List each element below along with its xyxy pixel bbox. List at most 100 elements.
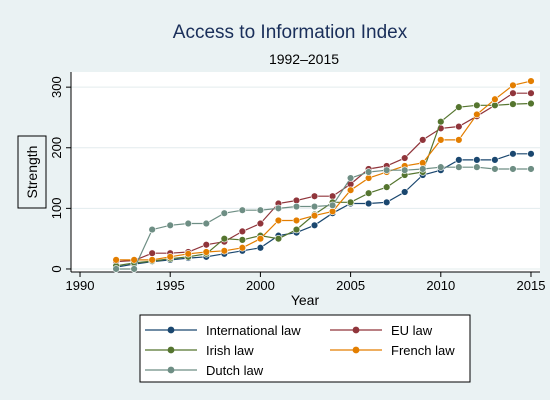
point-eu-law-2008 xyxy=(401,154,409,162)
point-dutch-law-2010 xyxy=(437,163,445,171)
legend-marker-french-law xyxy=(352,346,360,354)
point-international-law-2003 xyxy=(310,221,319,230)
point-irish-law-2011 xyxy=(455,103,463,111)
legend-label-irish-law: Irish law xyxy=(206,343,254,358)
point-french-law-1998 xyxy=(220,247,229,255)
point-international-law-2008 xyxy=(401,188,409,196)
legend-label-eu-law: EU law xyxy=(391,323,433,338)
point-international-law-2012 xyxy=(473,156,481,164)
point-eu-law-2015 xyxy=(527,89,535,97)
point-irish-law-2012 xyxy=(473,101,481,110)
point-irish-law-2007 xyxy=(382,183,391,191)
legend-entry-dutch-law: Dutch law xyxy=(145,363,264,378)
point-dutch-law-2000 xyxy=(256,206,265,214)
point-french-law-1993 xyxy=(130,256,138,264)
point-dutch-law-2012 xyxy=(473,163,481,171)
point-irish-law-1998 xyxy=(220,234,229,243)
point-irish-law-2001 xyxy=(274,234,283,243)
point-dutch-law-1994 xyxy=(148,225,156,234)
point-french-law-1996 xyxy=(184,250,192,258)
y-axis-title-box xyxy=(17,135,47,209)
legend-entry-international-law: International law xyxy=(145,323,301,338)
point-french-law-2002 xyxy=(292,216,301,225)
point-dutch-law-1997 xyxy=(202,219,210,228)
y-tick-label-200: 200 xyxy=(49,137,64,159)
point-dutch-law-2013 xyxy=(491,165,499,173)
x-tick-label-2005: 2005 xyxy=(336,278,365,293)
legend-entry-irish-law: Irish law xyxy=(145,343,254,358)
point-french-law-2013 xyxy=(491,95,499,103)
point-international-law-2000 xyxy=(256,244,265,252)
x-tick-label-2000: 2000 xyxy=(246,278,275,293)
series-dutch-law xyxy=(112,163,535,273)
point-dutch-law-1995 xyxy=(166,221,174,230)
x-tick-label-2015: 2015 xyxy=(517,278,546,293)
point-eu-law-2009 xyxy=(419,136,427,144)
point-french-law-2011 xyxy=(455,136,463,144)
point-dutch-law-2009 xyxy=(419,165,427,173)
y-tick-label-0: 0 xyxy=(49,265,64,272)
point-irish-law-2015 xyxy=(527,99,535,108)
point-eu-law-2014 xyxy=(509,89,517,97)
point-eu-law-1997 xyxy=(202,241,210,249)
point-dutch-law-2005 xyxy=(346,174,355,182)
x-tick-label-2010: 2010 xyxy=(426,278,455,293)
y-axis-title: Strength xyxy=(24,146,40,199)
y-tick-label-300: 300 xyxy=(49,76,64,98)
legend-entries: International law EU law Irish law French l… xyxy=(145,323,455,378)
point-dutch-law-2006 xyxy=(364,168,373,176)
grid-lines xyxy=(71,86,540,270)
point-irish-law-2014 xyxy=(509,100,517,108)
point-dutch-law-1993 xyxy=(130,265,138,273)
series-french-law xyxy=(112,77,535,264)
legend-marker-dutch-law xyxy=(167,366,175,374)
point-eu-law-1999 xyxy=(238,227,247,236)
point-irish-law-2006 xyxy=(364,189,373,197)
point-eu-law-2000 xyxy=(256,219,265,228)
point-dutch-law-2002 xyxy=(292,202,301,211)
point-french-law-1999 xyxy=(238,244,247,252)
point-dutch-law-2007 xyxy=(382,166,391,174)
x-tick-label-1995: 1995 xyxy=(156,278,185,293)
point-international-law-2015 xyxy=(527,150,535,158)
point-dutch-law-1992 xyxy=(112,265,120,273)
point-french-law-2012 xyxy=(473,110,481,119)
point-irish-law-1999 xyxy=(238,236,247,244)
point-french-law-1995 xyxy=(166,253,174,261)
point-international-law-2011 xyxy=(455,156,463,164)
point-french-law-1997 xyxy=(202,248,210,256)
point-irish-law-2010 xyxy=(437,117,445,126)
point-eu-law-1994 xyxy=(148,249,156,257)
chart-subtitle: 1992–2015 xyxy=(269,51,339,67)
series-layer xyxy=(112,77,535,273)
y-tick-label-100: 100 xyxy=(49,198,64,220)
x-tick-label-1990: 1990 xyxy=(66,278,95,293)
point-dutch-law-1998 xyxy=(220,209,229,217)
point-dutch-law-2003 xyxy=(310,202,319,211)
legend-entry-french-law: French law xyxy=(330,343,455,358)
point-international-law-2007 xyxy=(382,198,391,207)
plot-area xyxy=(71,72,540,272)
point-french-law-2014 xyxy=(509,81,517,90)
point-dutch-law-1999 xyxy=(238,206,247,214)
point-french-law-1994 xyxy=(148,256,156,264)
point-eu-law-2003 xyxy=(310,192,319,200)
legend-label-french-law: French law xyxy=(391,343,455,358)
legend-marker-irish-law xyxy=(167,346,175,354)
point-french-law-2015 xyxy=(527,77,535,85)
point-french-law-2005 xyxy=(346,186,355,194)
legend-label-international-law: International law xyxy=(206,323,301,338)
legend xyxy=(139,314,471,383)
point-irish-law-2002 xyxy=(292,225,301,234)
legend-label-dutch-law: Dutch law xyxy=(206,363,264,378)
point-dutch-law-2004 xyxy=(328,201,337,210)
point-french-law-1992 xyxy=(112,256,120,264)
chart-title: Access to Information Index xyxy=(173,22,408,43)
point-french-law-2001 xyxy=(274,216,283,225)
point-french-law-2003 xyxy=(310,211,319,220)
legend-entry-eu-law: EU law xyxy=(330,323,433,338)
point-dutch-law-2015 xyxy=(527,165,535,173)
point-international-law-2014 xyxy=(509,150,517,158)
x-axis-title: Year xyxy=(291,292,320,308)
